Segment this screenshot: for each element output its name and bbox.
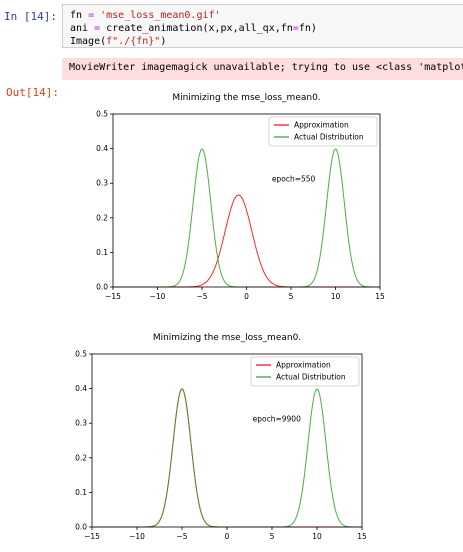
code-line: fn = 'mse_loss_mean0.gif' [70, 10, 221, 21]
x-tick-label: −10 [150, 292, 166, 301]
code-token: ani [70, 23, 95, 34]
code-token: = [94, 23, 101, 34]
legend-box [250, 356, 360, 387]
y-tick-label: 0.1 [96, 248, 108, 257]
code-token: fn [70, 10, 89, 21]
series-line [113, 194, 380, 288]
y-tick-label: 0.5 [75, 350, 87, 359]
chart-title: Minimizing the mse_loss_mean0. [172, 93, 320, 103]
code-line: Image(f"./{fn}") [70, 36, 166, 47]
y-tick-label: 0.2 [75, 453, 87, 462]
code-token: create_animation(x,px,all_qx,fn [100, 23, 293, 34]
y-tick-label: 0.5 [96, 110, 108, 119]
code-token: fn) [298, 23, 317, 34]
code-token: f"./{fn}" [106, 36, 161, 47]
x-tick-label: −10 [129, 532, 145, 541]
x-tick-label: 10 [331, 292, 341, 301]
epoch-annotation: epoch=550 [272, 174, 316, 183]
y-tick-label: 0.4 [96, 144, 108, 153]
epoch-annotation: epoch=9900 [253, 414, 301, 423]
y-tick-label: 0.2 [96, 213, 108, 222]
x-tick-label: 15 [375, 292, 385, 301]
chart: Minimizing the mse_loss_mean0. −15 −10 −5 0 5… [75, 333, 367, 541]
legend-label: Approximation [294, 121, 349, 130]
code-cell[interactable]: fn = 'mse_loss_mean0.gif' ani = create_a… [62, 4, 463, 48]
x-tick-label: −15 [105, 292, 121, 301]
x-tick-label: 5 [270, 532, 275, 541]
y-tick-label: 0.3 [75, 419, 87, 428]
x-tick-label: −5 [196, 292, 207, 301]
stderr-output: MovieWriter imagemagick unavailable; try… [62, 58, 463, 80]
code-token: 'mse_loss_mean0.gif' [100, 10, 221, 21]
legend-label: Approximation [276, 361, 331, 370]
legend-label: Actual Distribution [294, 133, 364, 142]
code-token: = [292, 23, 299, 34]
code-token: = [88, 10, 95, 21]
x-tick-label: 0 [225, 532, 230, 541]
series-line [92, 388, 362, 528]
legend-label: Actual Distribution [276, 373, 346, 382]
x-tick-label: 15 [357, 532, 367, 541]
y-tick-label: 0.0 [96, 283, 108, 292]
stderr-text: MovieWriter imagemagick unavailable; try… [69, 62, 463, 73]
y-tick-label: 0.4 [75, 384, 87, 393]
chart-title: Minimizing the mse_loss_mean0. [153, 333, 301, 343]
y-tick-label: 0.3 [96, 179, 108, 188]
x-tick-label: −15 [84, 532, 100, 541]
code-token: Image( [70, 36, 107, 47]
chart: Minimizing the mse_loss_mean0. −15 −10 −5 0 5… [96, 93, 385, 301]
legend-box [268, 116, 378, 147]
series-line [113, 148, 380, 288]
y-tick-label: 0.1 [75, 488, 87, 497]
output-prompt: Out[14]: [6, 86, 59, 99]
x-tick-label: −5 [176, 532, 187, 541]
x-tick-label: 10 [312, 532, 322, 541]
x-tick-label: 5 [289, 292, 294, 301]
code-line: ani = create_animation(x,px,all_qx,fn=fn… [70, 23, 317, 34]
y-tick-label: 0.0 [75, 523, 87, 532]
code-token: ) [160, 36, 167, 47]
series-line [92, 388, 362, 528]
input-prompt: In [14]: [4, 10, 57, 23]
x-tick-label: 0 [244, 292, 249, 301]
